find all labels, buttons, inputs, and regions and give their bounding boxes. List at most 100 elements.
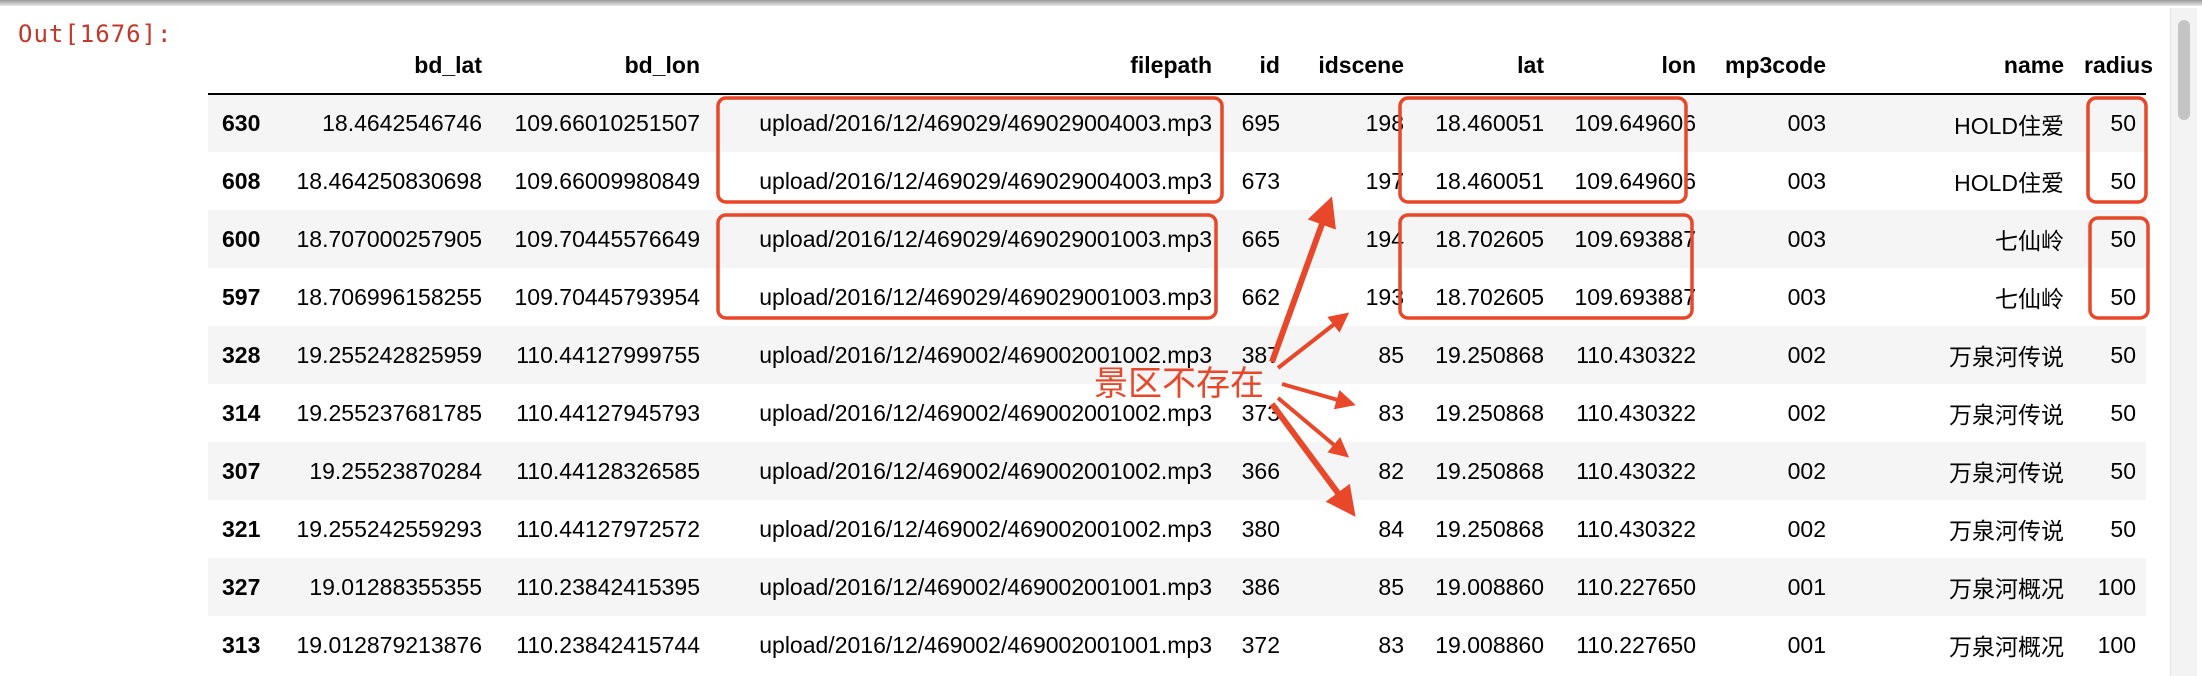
cell-bd-lon: 110.44128326585 [516, 457, 700, 484]
cell-lat: 19.250868 [1435, 457, 1544, 484]
cell-radius: 50 [2110, 341, 2136, 368]
cell-radius: 50 [2110, 167, 2136, 194]
cell-lat: 18.460051 [1435, 167, 1544, 194]
cell-bd-lon: 110.23842415395 [516, 573, 700, 600]
cell-lat: 19.008860 [1435, 573, 1544, 600]
cell-bd-lon: 109.66009980849 [514, 167, 700, 194]
cell-name: 七仙岭 [1995, 286, 2064, 312]
cell-filepath: upload/2016/12/469002/469002001001.mp3 [759, 573, 1212, 600]
cell-top-border [0, 0, 2202, 6]
cell-name: 万泉河传说 [1949, 460, 2064, 486]
column-header-lon: lon [1554, 38, 1706, 95]
cell-filepath: upload/2016/12/469029/469029004003.mp3 [759, 110, 1212, 136]
cell-radius: 50 [2110, 110, 2136, 136]
scrollbar-thumb[interactable] [2178, 20, 2190, 120]
cell-bd-lat: 18.4642546746 [322, 110, 482, 136]
cell-bd-lat: 18.464250830698 [296, 167, 482, 194]
table-header-row: bd_lat bd_lon filepath id idscene lat lo… [208, 38, 2153, 95]
column-header-radius: radius [2074, 38, 2153, 95]
cell-bd-lat: 19.255237681785 [296, 399, 482, 426]
cell-bd-lat: 19.255242825959 [296, 341, 482, 368]
cell-bd-lat: 19.25523870284 [309, 457, 482, 484]
cell-lat: 19.250868 [1435, 515, 1544, 542]
table-row: 327 19.01288355355 110.23842415395 upload/2… [208, 558, 2146, 616]
cell-lon: 109.693887 [1574, 225, 1696, 252]
column-header-name: name [1836, 38, 2074, 95]
cell-filepath: upload/2016/12/469002/469002001001.mp3 [759, 631, 1212, 658]
cell-filepath: upload/2016/12/469029/469029001003.mp3 [759, 283, 1212, 310]
cell-lon: 110.430322 [1576, 399, 1696, 426]
cell-id: 380 [1241, 515, 1280, 542]
cell-mp3code: 002 [1787, 515, 1826, 542]
table-row: 307 19.25523870284 110.44128326585 upload/2… [208, 442, 2146, 500]
cell-idscene: 84 [1378, 515, 1404, 542]
cell-id: 386 [1241, 573, 1280, 600]
cell-id: 695 [1241, 110, 1280, 136]
cell-mp3code: 002 [1787, 457, 1826, 484]
cell-idscene: 85 [1378, 573, 1404, 600]
cell-lat: 19.008860 [1435, 631, 1544, 658]
cell-bd-lon: 110.44127999755 [516, 341, 700, 368]
cell-mp3code: 003 [1787, 167, 1826, 194]
cell-name: HOLD住爱 [1954, 112, 2064, 139]
cell-name: 万泉河传说 [1949, 344, 2064, 370]
column-header-lat: lat [1414, 38, 1554, 95]
cell-id: 372 [1241, 631, 1280, 658]
cell-idscene: 193 [1365, 283, 1404, 310]
cell-bd-lat: 18.706996158255 [296, 283, 482, 310]
cell-mp3code: 002 [1787, 399, 1826, 426]
cell-bd-lon: 110.44127945793 [516, 399, 700, 426]
cell-id: 662 [1241, 283, 1280, 310]
cell-radius: 50 [2110, 515, 2136, 542]
cell-radius: 50 [2110, 457, 2136, 484]
cell-bd-lon: 109.70445793954 [514, 283, 700, 310]
cell-bd-lon: 110.44127972572 [516, 515, 700, 542]
row-index-cell: 314 [222, 399, 261, 426]
cell-lon: 110.227650 [1576, 631, 1696, 658]
cell-lon: 110.227650 [1576, 573, 1696, 600]
cell-radius: 50 [2110, 399, 2136, 426]
cell-lon: 109.693887 [1574, 283, 1696, 310]
table-row: 630 18.4642546746 109.66010251507 upload/20… [208, 94, 2146, 152]
table-row: 321 19.255242559293 110.44127972572 upload/… [208, 500, 2146, 558]
table-row: 600 18.707000257905 109.70445576649 upload/… [208, 210, 2146, 268]
cell-name: 万泉河概况 [1949, 634, 2064, 660]
cell-mp3code: 003 [1787, 283, 1826, 310]
cell-name: 七仙岭 [1995, 228, 2064, 254]
cell-filepath: upload/2016/12/469002/469002001002.mp3 [759, 341, 1212, 368]
cell-radius: 100 [2097, 631, 2136, 658]
table-row: 314 19.255237681785 110.44127945793 upload/… [208, 384, 2146, 442]
row-index-cell: 321 [222, 515, 261, 542]
cell-idscene: 197 [1365, 167, 1404, 194]
annotation-label: 景区不存在 [1094, 364, 1264, 404]
cell-bd-lat: 19.012879213876 [296, 631, 482, 658]
column-header-id: id [1222, 38, 1290, 95]
cell-idscene: 83 [1378, 399, 1404, 426]
column-header-idscene: idscene [1290, 38, 1414, 95]
cell-idscene: 83 [1378, 631, 1404, 658]
cell-idscene: 85 [1378, 341, 1404, 368]
row-index-cell: 313 [222, 631, 261, 658]
cell-filepath: upload/2016/12/469002/469002001002.mp3 [759, 515, 1212, 542]
row-index-cell: 597 [222, 283, 261, 310]
cell-mp3code: 001 [1787, 631, 1826, 658]
cell-mp3code: 003 [1787, 225, 1826, 252]
table-row: 597 18.706996158255 109.70445793954 upload/… [208, 268, 2146, 326]
cell-idscene: 82 [1378, 457, 1404, 484]
cell-id: 673 [1241, 167, 1280, 194]
cell-lon: 109.649606 [1574, 167, 1696, 194]
cell-mp3code: 001 [1787, 573, 1826, 600]
cell-radius: 50 [2110, 225, 2136, 252]
cell-name: HOLD住爱 [1954, 170, 2064, 196]
cell-radius: 100 [2097, 573, 2136, 600]
cell-lon: 110.430322 [1576, 457, 1696, 484]
cell-mp3code: 002 [1787, 341, 1826, 368]
table-row: 328 19.255242825959 110.44127999755 upload/… [208, 326, 2146, 384]
cell-name: 万泉河传说 [1949, 518, 2064, 544]
cell-mp3code: 003 [1787, 110, 1826, 136]
row-index-cell: 327 [222, 573, 261, 600]
cell-id: 665 [1241, 225, 1280, 252]
cell-bd-lon: 109.70445576649 [514, 225, 700, 252]
table-row: 313 19.012879213876 110.23842415744 upload/… [208, 616, 2146, 674]
